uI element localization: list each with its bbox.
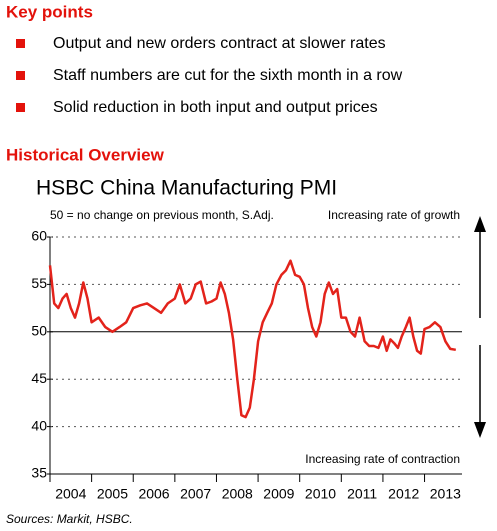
source: Sources: Markit, HSBC.: [6, 512, 133, 526]
section-title: Historical Overview: [6, 145, 165, 164]
bullet: [16, 71, 25, 80]
bullet: [16, 103, 25, 112]
x-tick-label: 2004: [55, 486, 86, 502]
chart-subtitle: 50 = no change on previous month, S.Adj.: [50, 208, 274, 222]
y-tick-label: 45: [31, 370, 47, 386]
x-tick-label: 2011: [347, 486, 377, 502]
x-tick-label: 2005: [97, 486, 128, 502]
bullet: [16, 39, 25, 48]
key-point: Output and new orders contract at slower…: [53, 35, 386, 52]
x-tick-label: 2006: [138, 486, 169, 502]
x-tick-label: 2008: [222, 486, 253, 502]
x-tick-label: 2010: [305, 486, 336, 502]
x-tick-label: 2012: [388, 486, 419, 502]
x-tick-label: 2007: [180, 486, 211, 502]
arrow-head: [474, 216, 486, 232]
x-tick-label: 2009: [263, 486, 294, 502]
y-tick-label: 55: [31, 275, 47, 291]
x-tick-label: 2013: [430, 486, 461, 502]
y-tick-label: 60: [31, 228, 47, 244]
annotation: Increasing rate of contraction: [305, 452, 460, 466]
y-tick-label: 35: [31, 465, 47, 481]
annotation: Increasing rate of growth: [328, 208, 460, 222]
key-point: Solid reduction in both input and output…: [53, 99, 378, 116]
chart-title: HSBC China Manufacturing PMI: [36, 177, 337, 200]
key-points-title: Key points: [6, 2, 93, 21]
y-tick-label: 40: [31, 417, 47, 433]
key-point: Staff numbers are cut for the sixth mont…: [53, 67, 403, 84]
y-tick-label: 50: [31, 323, 47, 339]
pmi-line: [48, 259, 457, 419]
arrow-head: [474, 422, 486, 438]
